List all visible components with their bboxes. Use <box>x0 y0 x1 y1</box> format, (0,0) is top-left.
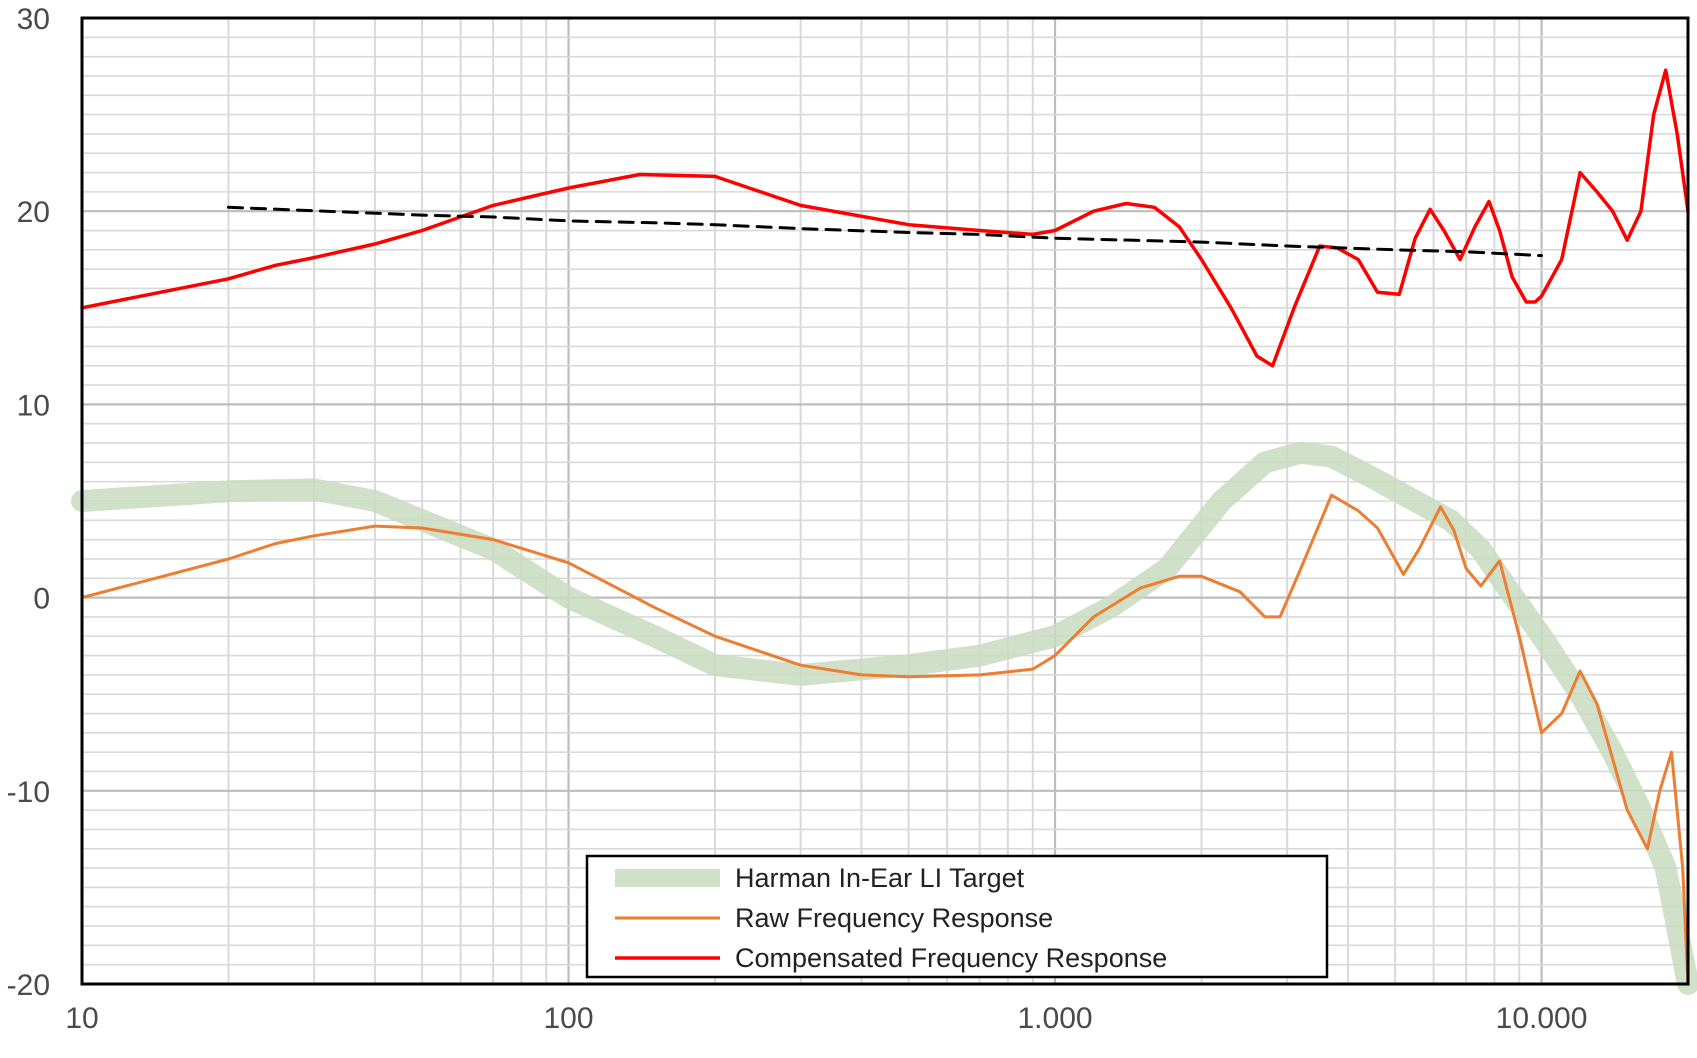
legend: Harman In-Ear LI Target Raw Frequency Res… <box>587 856 1327 977</box>
x-tick-label: 10 <box>65 1002 98 1035</box>
legend-label: Harman In-Ear LI Target <box>735 863 1025 893</box>
series-line <box>229 207 1542 255</box>
legend-label: Compensated Frequency Response <box>735 943 1167 973</box>
x-tick-label: 100 <box>543 1002 593 1035</box>
series-layer <box>82 70 1688 984</box>
series-reference-dashed <box>228 207 1541 255</box>
y-tick-label: -10 <box>7 776 50 809</box>
y-tick-label: 20 <box>17 196 50 229</box>
y-tick-label: -20 <box>7 969 50 1002</box>
y-tick-label: 10 <box>17 389 50 422</box>
x-tick-label: 1.000 <box>1017 1002 1092 1035</box>
legend-label: Raw Frequency Response <box>735 903 1053 933</box>
x-tick-label: 10.000 <box>1496 1002 1588 1035</box>
y-tick-label: 30 <box>17 3 50 36</box>
y-tick-label: 0 <box>33 583 50 616</box>
